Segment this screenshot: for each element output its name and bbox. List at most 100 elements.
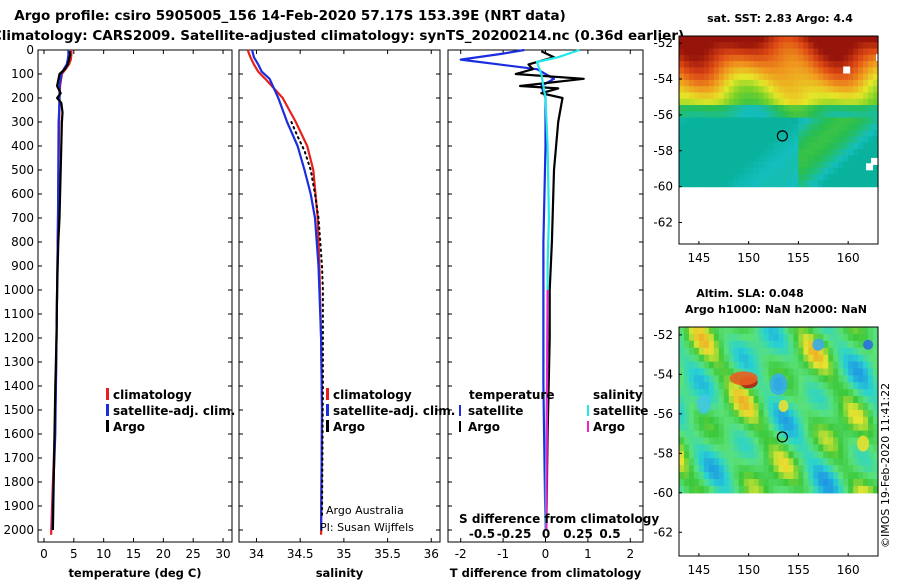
heatmap-cell xyxy=(698,73,705,81)
heatmap-cell xyxy=(873,117,879,125)
heatmap-cell xyxy=(838,327,844,335)
x-tick-label: 10 xyxy=(96,547,111,561)
heatmap-cell xyxy=(833,155,839,163)
heatmap-cell xyxy=(768,340,775,349)
heatmap-cell xyxy=(798,396,804,404)
heatmap-cell xyxy=(783,333,790,342)
heatmap-cell xyxy=(808,403,814,411)
heatmap-cell xyxy=(828,155,834,163)
heatmap-cell xyxy=(853,327,859,335)
heatmap-cell xyxy=(688,98,695,106)
heatmap-cell xyxy=(858,382,864,390)
heatmap-cell xyxy=(763,73,770,81)
heatmap-cell xyxy=(763,111,770,119)
heatmap-cell xyxy=(813,155,819,163)
heatmap-cell xyxy=(733,430,740,439)
heatmap-cell xyxy=(738,67,745,75)
heatmap-cell xyxy=(748,73,755,81)
heatmap-cell xyxy=(778,42,785,50)
heatmap-cell xyxy=(718,180,725,188)
heatmap-cell xyxy=(793,42,799,50)
heatmap-cell xyxy=(763,396,770,404)
heatmap-cell xyxy=(753,444,760,452)
heatmap-cell xyxy=(693,382,700,390)
heatmap-cell xyxy=(773,333,780,342)
heatmap-cell xyxy=(828,382,834,390)
heatmap-cell xyxy=(708,437,715,446)
heatmap-cell xyxy=(763,161,770,169)
heatmap-cell xyxy=(733,98,740,106)
heatmap-cell xyxy=(858,396,864,404)
heatmap-cell xyxy=(728,130,735,138)
heatmap-cell xyxy=(713,416,720,425)
heatmap-cell xyxy=(768,123,775,131)
heatmap-cell xyxy=(693,92,700,100)
heatmap-cell xyxy=(803,396,809,404)
heatmap-cell xyxy=(688,416,695,425)
heatmap-cell xyxy=(783,416,790,425)
heatmap-cell xyxy=(798,430,804,439)
heatmap-cell xyxy=(718,375,725,383)
heatmap-cell xyxy=(793,409,799,418)
heatmap-cell xyxy=(868,180,874,188)
heatmap-cell xyxy=(788,130,795,138)
heatmap-cell xyxy=(813,79,819,87)
heatmap-cell xyxy=(718,479,725,487)
heatmap-cell xyxy=(753,123,760,131)
heatmap-cell xyxy=(758,368,765,376)
heatmap-cell xyxy=(843,130,849,138)
heatmap-cell xyxy=(813,361,819,370)
heatmap-cell xyxy=(838,416,844,425)
sst-missing-patch xyxy=(876,53,884,61)
heatmap-cell xyxy=(753,430,760,439)
y-tick-label: 600 xyxy=(11,187,34,201)
heatmap-cell xyxy=(773,423,780,432)
heatmap-cell xyxy=(713,79,720,87)
heatmap-cell xyxy=(783,451,790,459)
legend-label-satellite: satellite-adj. clim. xyxy=(333,404,455,418)
heatmap-cell xyxy=(688,180,695,188)
heatmap-cell xyxy=(733,67,740,75)
heatmap-cell xyxy=(823,465,829,473)
heatmap-cell xyxy=(803,180,809,188)
heatmap-cell xyxy=(803,167,809,175)
heatmap-cell xyxy=(818,368,824,376)
heatmap-cell xyxy=(813,180,819,188)
heatmap-cell xyxy=(808,148,814,156)
heatmap-cell xyxy=(773,117,780,125)
heatmap-cell xyxy=(723,174,730,181)
heatmap-cell xyxy=(768,389,775,397)
heatmap-cell xyxy=(713,409,720,418)
heatmap-cell xyxy=(683,423,690,432)
heatmap-cell xyxy=(738,123,745,131)
heatmap-cell xyxy=(753,465,760,473)
heatmap-cell xyxy=(813,148,819,156)
heatmap-cell xyxy=(748,180,755,188)
heatmap-cell xyxy=(753,36,760,43)
heatmap-cell xyxy=(863,361,869,370)
heatmap-cell xyxy=(753,54,760,62)
heatmap-cell xyxy=(728,111,735,119)
heatmap-cell xyxy=(793,368,799,376)
heatmap-cell xyxy=(808,396,814,404)
heatmap-cell xyxy=(718,42,725,50)
heatmap-cell xyxy=(833,444,839,452)
heatmap-cell xyxy=(863,105,869,112)
heatmap-cell xyxy=(683,111,690,119)
heatmap-cell xyxy=(703,180,710,188)
series-line-argo xyxy=(290,121,324,519)
heatmap-cell xyxy=(743,61,750,68)
heatmap-cell xyxy=(763,472,770,480)
heatmap-cell xyxy=(713,130,720,138)
heatmap-cell xyxy=(753,161,760,169)
heatmap-cell xyxy=(768,48,775,56)
heatmap-cell xyxy=(828,167,834,175)
heatmap-cell xyxy=(708,396,715,404)
heatmap-cell xyxy=(748,444,755,452)
heatmap-cell xyxy=(693,98,700,106)
heatmap-cell xyxy=(738,396,745,404)
heatmap-cell xyxy=(848,98,854,106)
heatmap-cell xyxy=(708,375,715,383)
heatmap-cell xyxy=(773,123,780,131)
heatmap-cell xyxy=(838,479,844,487)
